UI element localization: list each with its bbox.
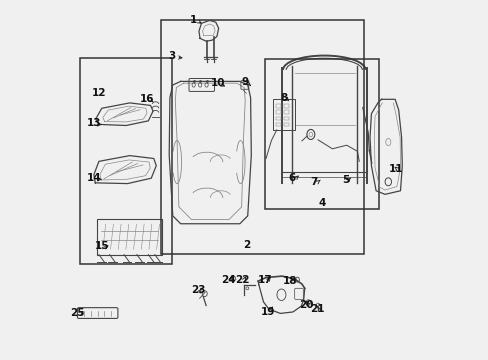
- Text: 3: 3: [168, 51, 175, 61]
- Bar: [284, 104, 288, 108]
- Text: 17: 17: [258, 275, 272, 285]
- Bar: [80, 58, 172, 264]
- Bar: [284, 117, 288, 120]
- Bar: [273, 99, 294, 130]
- Bar: [97, 219, 162, 255]
- Text: 10: 10: [210, 78, 224, 88]
- Bar: [276, 104, 281, 108]
- Text: 21: 21: [309, 304, 324, 314]
- Bar: [276, 117, 281, 120]
- Text: 1: 1: [189, 15, 197, 25]
- Bar: [161, 21, 363, 253]
- Bar: [284, 123, 288, 126]
- Text: 2: 2: [242, 239, 249, 249]
- Text: 16: 16: [140, 94, 154, 104]
- Text: 22: 22: [234, 275, 249, 285]
- Text: 11: 11: [388, 164, 402, 174]
- Text: 25: 25: [70, 309, 85, 318]
- Bar: [284, 111, 288, 114]
- Text: 12: 12: [92, 88, 106, 98]
- Text: 7: 7: [310, 177, 318, 187]
- Bar: [276, 123, 281, 126]
- Text: 5: 5: [341, 175, 348, 185]
- Text: 13: 13: [86, 118, 101, 128]
- Text: 18: 18: [283, 276, 297, 286]
- Bar: [265, 59, 379, 210]
- Text: 4: 4: [318, 198, 325, 208]
- Text: 20: 20: [298, 300, 313, 310]
- Text: 9: 9: [241, 77, 248, 87]
- Text: 24: 24: [221, 275, 235, 285]
- Text: 6: 6: [287, 173, 295, 183]
- Text: 14: 14: [86, 173, 101, 183]
- Text: 19: 19: [260, 307, 274, 316]
- Text: 15: 15: [95, 241, 109, 251]
- Text: 23: 23: [190, 285, 204, 296]
- Bar: [276, 111, 281, 114]
- Text: 8: 8: [280, 93, 287, 103]
